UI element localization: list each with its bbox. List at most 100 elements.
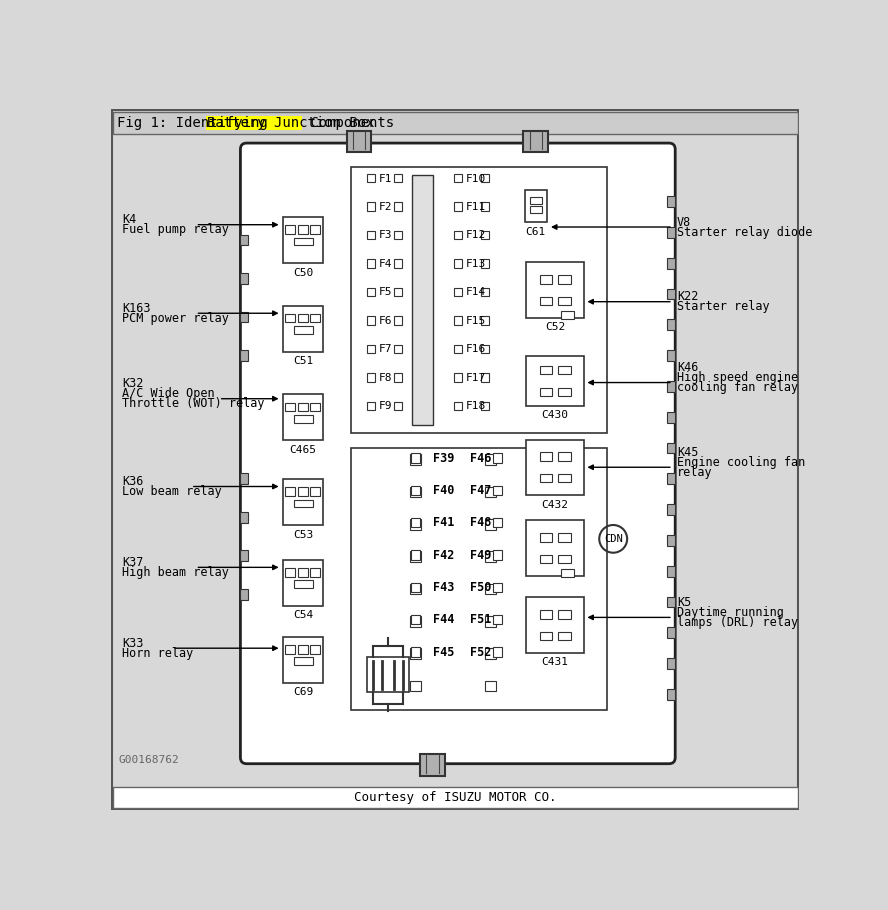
- Text: High beam relay: High beam relay: [122, 566, 229, 579]
- Bar: [559, 297, 571, 305]
- Bar: [480, 174, 489, 182]
- Bar: [294, 238, 313, 246]
- Bar: [297, 645, 308, 653]
- Text: C54: C54: [293, 611, 313, 621]
- Bar: [486, 487, 496, 497]
- Text: CDN: CDN: [604, 534, 622, 544]
- Bar: [297, 402, 308, 411]
- Text: C432: C432: [542, 500, 568, 510]
- Bar: [297, 226, 308, 234]
- Bar: [493, 518, 503, 527]
- Bar: [486, 551, 496, 562]
- Text: F9: F9: [379, 401, 392, 411]
- Bar: [352, 167, 607, 432]
- Bar: [394, 259, 402, 268]
- Bar: [283, 479, 323, 525]
- Text: F18: F18: [466, 401, 487, 411]
- Bar: [411, 647, 420, 657]
- Text: lamps (DRL) relay: lamps (DRL) relay: [677, 616, 798, 629]
- Bar: [559, 632, 571, 640]
- Bar: [412, 175, 433, 425]
- Text: K37: K37: [122, 556, 143, 569]
- Text: Fig 1: Identifying: Fig 1: Identifying: [117, 116, 276, 130]
- Bar: [285, 402, 296, 411]
- Text: Engine cooling fan: Engine cooling fan: [677, 456, 805, 469]
- Bar: [283, 306, 323, 352]
- Bar: [668, 412, 675, 422]
- Bar: [297, 314, 308, 322]
- Bar: [668, 658, 675, 669]
- Bar: [559, 533, 571, 541]
- Bar: [367, 345, 376, 353]
- Bar: [206, 116, 302, 130]
- Bar: [668, 627, 675, 638]
- Text: Throttle (WOT) relay: Throttle (WOT) relay: [122, 398, 265, 410]
- Bar: [486, 583, 496, 594]
- Bar: [668, 504, 675, 515]
- Text: F47: F47: [470, 484, 491, 497]
- Text: Horn relay: Horn relay: [122, 647, 193, 660]
- Bar: [668, 566, 675, 577]
- Bar: [411, 551, 420, 560]
- Bar: [486, 454, 496, 465]
- Bar: [493, 647, 503, 657]
- Bar: [241, 235, 248, 246]
- Bar: [480, 231, 489, 239]
- Text: F39: F39: [432, 451, 454, 464]
- Bar: [525, 190, 546, 222]
- Bar: [410, 583, 421, 594]
- Bar: [394, 174, 402, 182]
- Bar: [410, 519, 421, 530]
- Text: F1: F1: [379, 174, 392, 184]
- Bar: [480, 202, 489, 211]
- Text: F45: F45: [432, 645, 454, 659]
- Text: F46: F46: [470, 451, 491, 464]
- Text: G00168762: G00168762: [119, 755, 179, 765]
- Bar: [367, 202, 376, 211]
- FancyBboxPatch shape: [241, 143, 675, 763]
- Bar: [668, 535, 675, 546]
- Text: K22: K22: [677, 290, 698, 303]
- Text: F11: F11: [466, 202, 487, 212]
- Text: C50: C50: [293, 268, 313, 278]
- Bar: [526, 597, 584, 652]
- Text: Daytime running: Daytime running: [677, 606, 783, 619]
- Bar: [668, 350, 675, 361]
- Text: Fuel pump relay: Fuel pump relay: [122, 223, 229, 237]
- Text: C430: C430: [542, 410, 568, 420]
- Bar: [410, 551, 421, 562]
- Bar: [493, 486, 503, 495]
- Bar: [454, 317, 462, 325]
- Bar: [454, 231, 462, 239]
- Bar: [486, 681, 496, 692]
- Bar: [310, 487, 321, 496]
- Bar: [294, 657, 313, 665]
- Text: F3: F3: [379, 230, 392, 240]
- Bar: [394, 373, 402, 382]
- Bar: [297, 568, 308, 577]
- Bar: [394, 288, 402, 297]
- Bar: [454, 174, 462, 182]
- Bar: [310, 226, 321, 234]
- Text: Starter relay diode: Starter relay diode: [677, 226, 813, 238]
- Bar: [540, 388, 552, 396]
- Text: High speed engine: High speed engine: [677, 371, 798, 384]
- Bar: [486, 648, 496, 659]
- Bar: [559, 610, 571, 619]
- Bar: [486, 519, 496, 530]
- Bar: [561, 311, 574, 319]
- Text: F50: F50: [470, 581, 491, 594]
- Bar: [668, 319, 675, 330]
- Text: F43: F43: [432, 581, 454, 594]
- Bar: [367, 402, 376, 410]
- Bar: [668, 381, 675, 392]
- Bar: [411, 615, 420, 624]
- Text: C51: C51: [293, 357, 313, 367]
- Text: cooling fan relay: cooling fan relay: [677, 381, 798, 394]
- Bar: [559, 474, 571, 482]
- Bar: [310, 402, 321, 411]
- Text: K46: K46: [677, 361, 698, 374]
- Bar: [526, 262, 584, 318]
- Bar: [540, 452, 552, 460]
- Bar: [480, 259, 489, 268]
